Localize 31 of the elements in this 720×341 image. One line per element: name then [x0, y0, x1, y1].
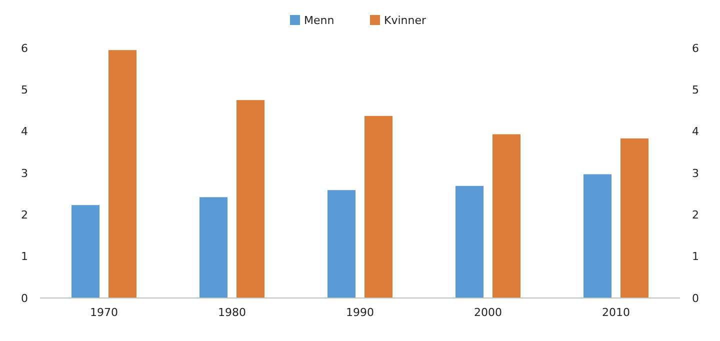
- y-tick-label: 2: [21, 208, 28, 222]
- legend-label: Kvinner: [384, 14, 426, 27]
- bar: [200, 197, 228, 298]
- y2-tick-label: 1: [692, 250, 699, 264]
- x-tick-label: 2010: [602, 306, 630, 319]
- y-tick-label: 5: [21, 84, 28, 97]
- y-tick-label: 0: [21, 292, 28, 305]
- y2-tick-label: 4: [692, 125, 699, 138]
- bar: [72, 205, 100, 298]
- bar: [456, 186, 484, 298]
- bar: [328, 190, 356, 298]
- bar: [492, 134, 520, 298]
- legend-label: Menn: [304, 14, 334, 27]
- y-tick-label: 6: [21, 42, 28, 55]
- y-tick-label: 1: [21, 250, 28, 264]
- x-tick-label: 1970: [90, 306, 118, 319]
- bar: [364, 116, 392, 298]
- bar: [108, 50, 136, 298]
- y-tick-label: 3: [21, 166, 28, 180]
- y-tick-label: 4: [21, 125, 28, 138]
- x-tick-label: 2000: [474, 306, 502, 319]
- y2-tick-label: 2: [692, 208, 699, 222]
- y2-tick-label: 6: [692, 42, 699, 55]
- bar: [584, 174, 612, 298]
- bar: [620, 138, 648, 298]
- x-tick-label: 1980: [218, 306, 246, 319]
- bar: [236, 100, 264, 298]
- y2-tick-label: 0: [692, 292, 699, 305]
- x-tick-label: 1990: [346, 306, 374, 319]
- y2-tick-label: 5: [692, 84, 699, 97]
- y2-tick-label: 3: [692, 166, 699, 180]
